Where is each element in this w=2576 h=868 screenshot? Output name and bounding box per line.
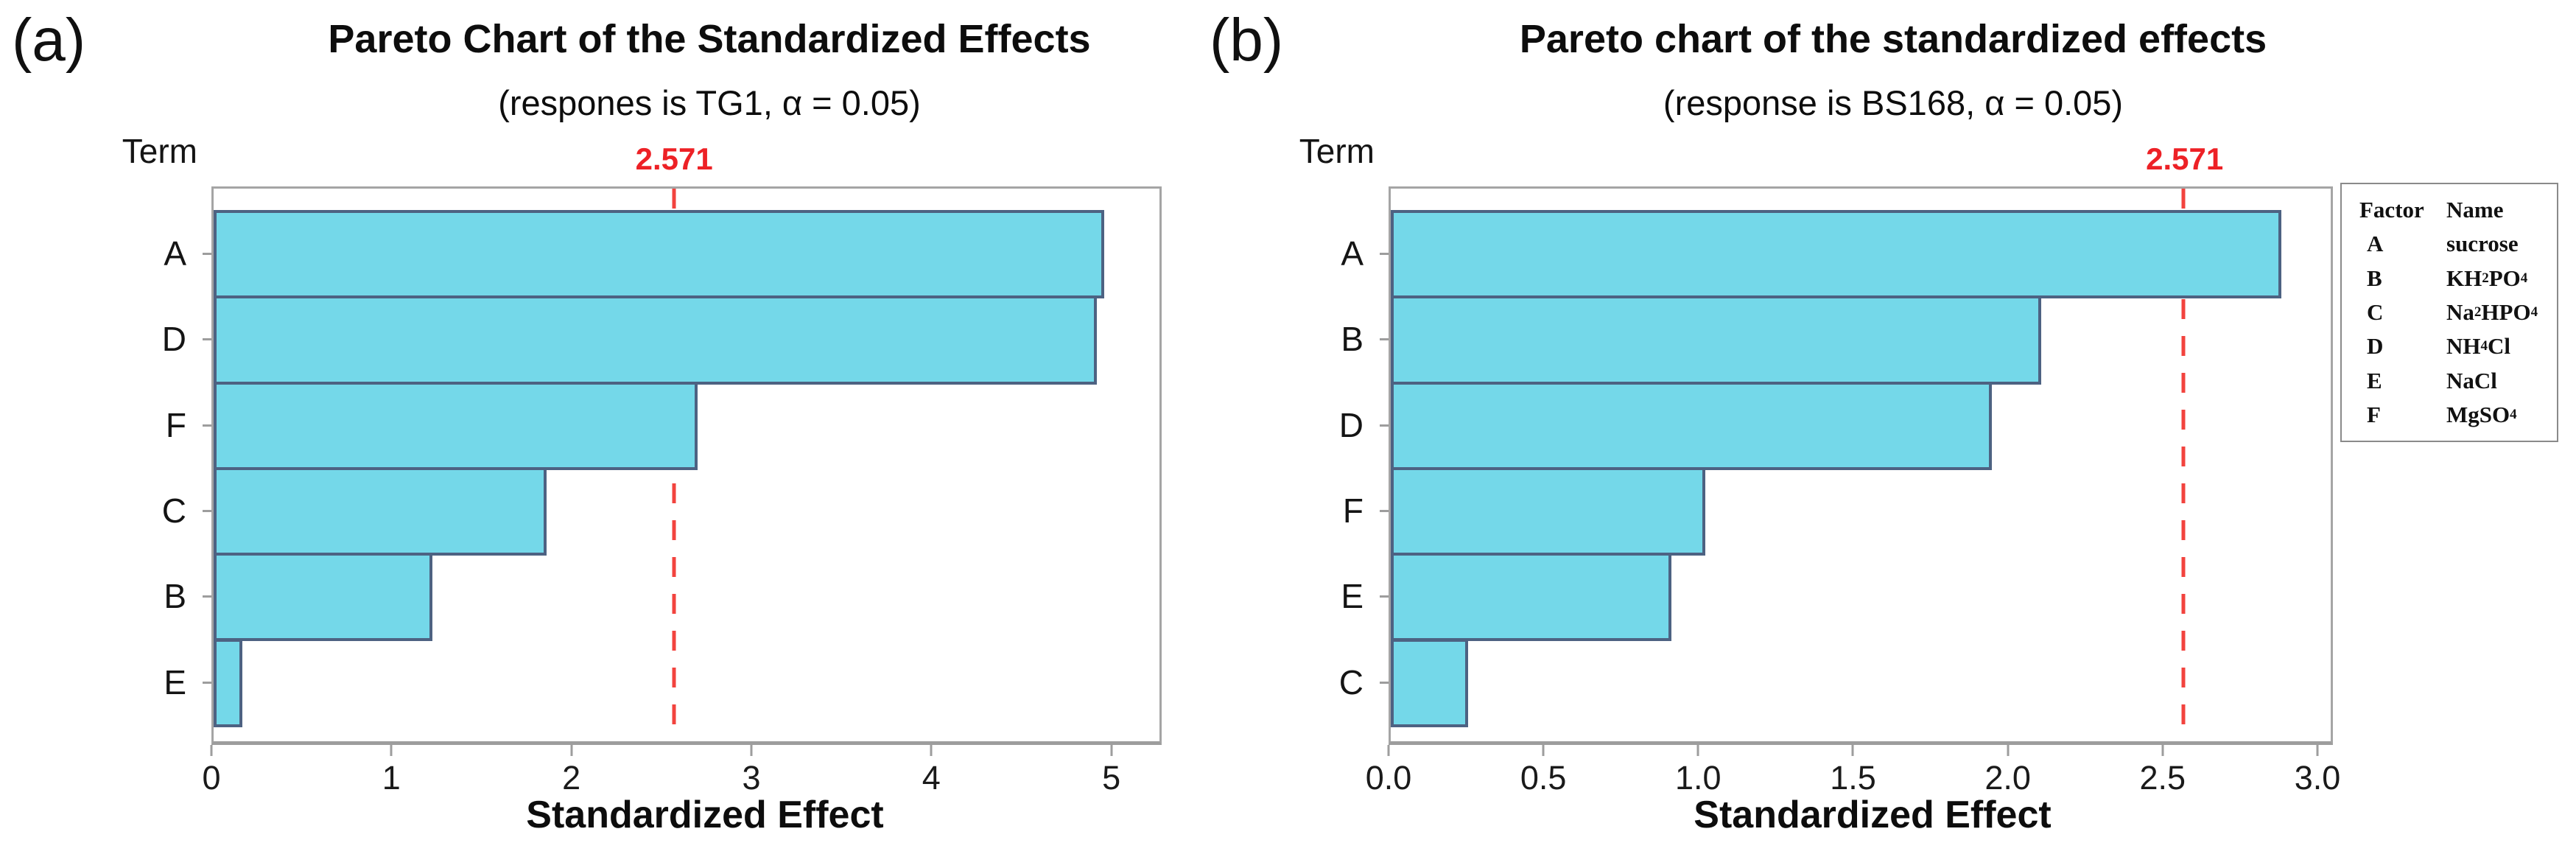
category-label-D: D — [1338, 405, 1364, 444]
category-label-B: B — [1341, 320, 1364, 359]
y-axis-tick — [203, 510, 211, 513]
plot-area-b — [1389, 186, 2333, 745]
x-tick-label: 2.5 — [2139, 759, 2186, 797]
x-axis-tick — [2161, 745, 2164, 756]
y-axis-tick — [1380, 253, 1389, 256]
x-tick-label: 0.5 — [1520, 759, 1567, 797]
x-tick-label: 2.0 — [1984, 759, 2031, 797]
x-axis-tick — [2316, 745, 2319, 756]
panel-label-b: (b) — [1210, 7, 1284, 74]
legend-factor-A: A — [2367, 231, 2384, 257]
x-tick-label: 0 — [202, 759, 221, 797]
x-axis-tick — [2007, 745, 2010, 756]
bar-E — [214, 638, 242, 727]
legend-factor-B: B — [2367, 265, 2382, 291]
x-tick-label: 3.0 — [2294, 759, 2341, 797]
x-tick-label: 5 — [1102, 759, 1121, 797]
threshold-value-label-a: 2.571 — [635, 141, 713, 176]
x-axis-tick — [1851, 745, 1854, 756]
bar-E — [1391, 553, 1671, 642]
x-tick-label: 0.0 — [1365, 759, 1412, 797]
x-tick-label: 1 — [382, 759, 401, 797]
x-axis-tick — [750, 745, 753, 756]
bar-A — [1391, 210, 2282, 299]
plot-area-a — [211, 186, 1162, 745]
legend-factor-C: C — [2367, 298, 2384, 325]
category-label-E: E — [164, 662, 186, 701]
bar-C — [1391, 638, 1468, 727]
y-axis-tick — [203, 253, 211, 256]
x-axis-tick — [1110, 745, 1113, 756]
x-axis-tick — [390, 745, 393, 756]
legend-name-C: Na 2 HPO 4 — [2446, 298, 2538, 325]
legend-name-A: sucrose — [2446, 231, 2519, 257]
threshold-value-label-b: 2.571 — [2146, 141, 2224, 176]
y-axis-tick — [203, 681, 211, 684]
chart-subtitle-a: (respones is TG1, α = 0.05) — [498, 83, 921, 122]
significance-threshold-line — [672, 189, 676, 741]
category-label-A: A — [164, 234, 186, 273]
y-axis-tick — [1380, 338, 1389, 341]
bar-B — [214, 553, 432, 642]
y-axis-tick — [1380, 595, 1389, 598]
y-axis-term-label-b: Term — [1299, 132, 1375, 170]
x-tick-label: 3 — [742, 759, 761, 797]
bar-F — [1391, 466, 1705, 556]
legend-name-E: NaCl — [2446, 367, 2497, 393]
x-tick-label: 2 — [562, 759, 581, 797]
y-axis-tick — [1380, 510, 1389, 513]
bar-D — [1391, 381, 1992, 470]
bar-A — [214, 210, 1104, 299]
x-axis-tick — [210, 745, 213, 756]
x-axis-title-a: Standardized Effect — [526, 794, 884, 836]
legend-header-name: Name — [2446, 197, 2504, 223]
bar-B — [1391, 295, 2041, 385]
y-axis-tick — [203, 338, 211, 341]
legend-name-B: KH 2 PO 4 — [2446, 265, 2528, 291]
x-axis-title-b: Standardized Effect — [1694, 794, 2052, 836]
category-label-C: C — [1338, 662, 1364, 701]
y-axis-tick — [1380, 681, 1389, 684]
y-axis-tick — [203, 424, 211, 427]
x-axis-tick — [930, 745, 933, 756]
category-label-F: F — [165, 405, 186, 444]
x-axis-tick — [1696, 745, 1699, 756]
bar-D — [214, 295, 1097, 385]
x-tick-label: 1.0 — [1675, 759, 1722, 797]
panel-label-a: (a) — [12, 7, 86, 74]
x-axis-tick — [570, 745, 573, 756]
category-label-F: F — [1342, 491, 1364, 531]
y-axis-term-label-a: Term — [122, 132, 197, 170]
category-label-C: C — [161, 491, 186, 531]
x-axis-tick — [1542, 745, 1545, 756]
chart-title-b: Pareto chart of the standardized effects — [1519, 17, 2267, 61]
legend-name-F: MgSO 4 — [2446, 401, 2517, 427]
y-axis-tick — [203, 595, 211, 598]
bar-F — [214, 381, 698, 470]
legend-factor-F: F — [2367, 401, 2381, 427]
y-axis-tick — [1380, 424, 1389, 427]
bar-C — [214, 466, 547, 556]
category-label-B: B — [164, 577, 186, 616]
category-label-D: D — [161, 320, 186, 359]
chart-title-a: Pareto Chart of the Standardized Effects — [328, 17, 1091, 61]
significance-threshold-line — [2181, 189, 2186, 741]
legend-header-factor: Factor — [2359, 197, 2424, 223]
chart-subtitle-b: (response is BS168, α = 0.05) — [1663, 83, 2124, 122]
category-label-E: E — [1341, 577, 1364, 616]
x-tick-label: 1.5 — [1830, 759, 1876, 797]
legend-factor-E: E — [2367, 367, 2382, 393]
legend-name-D: NH 4 Cl — [2446, 333, 2510, 360]
legend-factor-D: D — [2367, 333, 2384, 360]
category-label-A: A — [1341, 234, 1364, 273]
x-tick-label: 4 — [922, 759, 941, 797]
x-axis-tick — [1387, 745, 1390, 756]
